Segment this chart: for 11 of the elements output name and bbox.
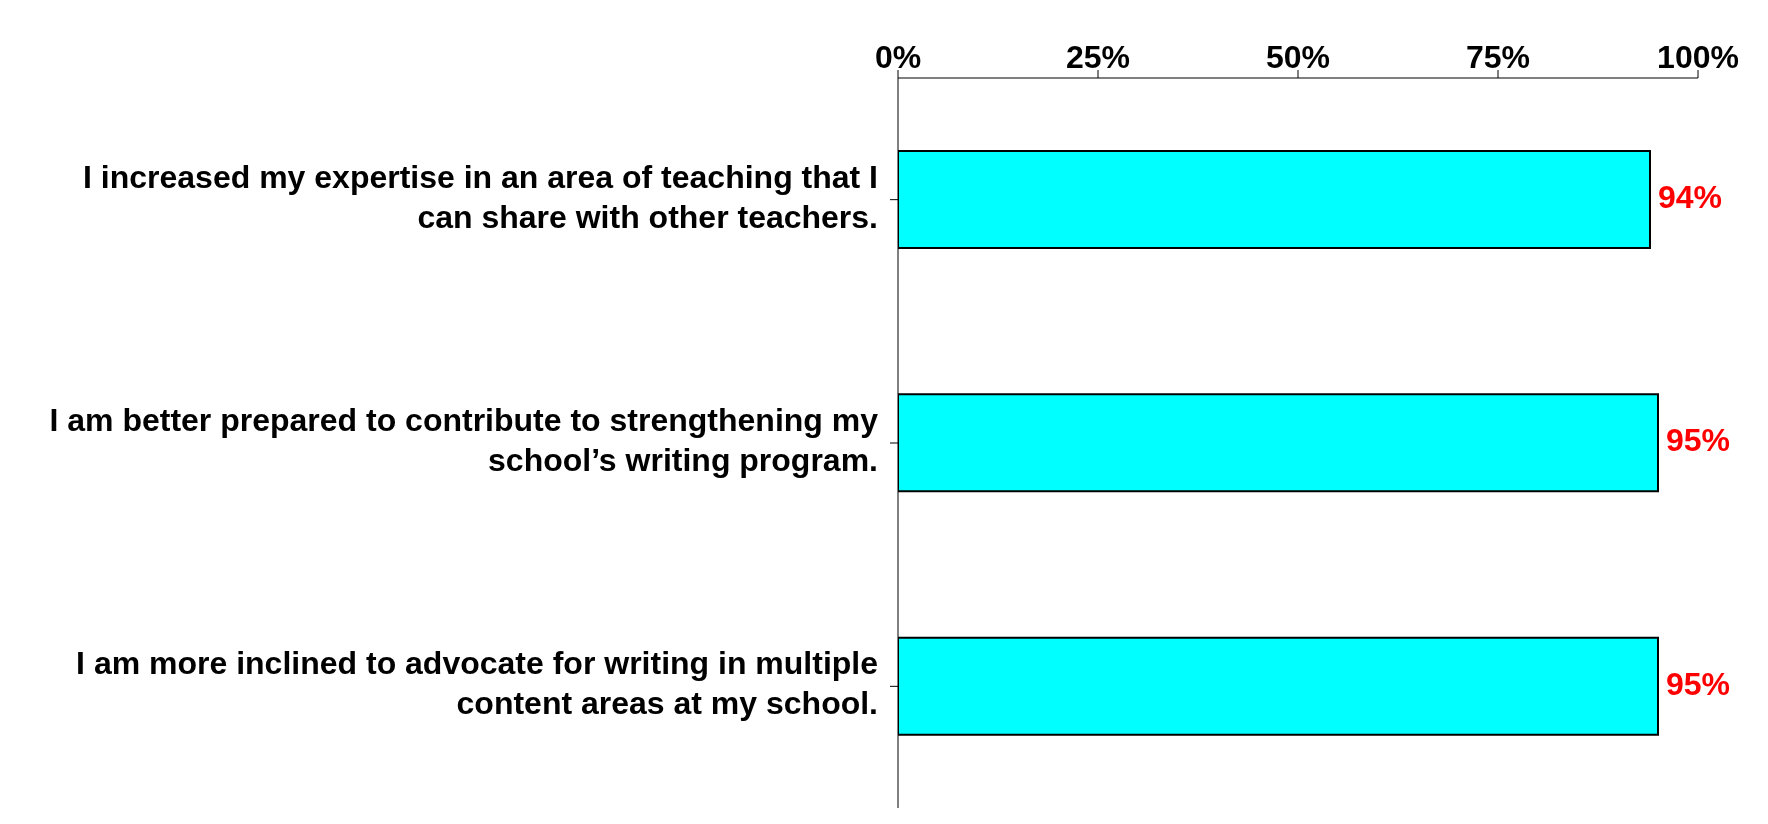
data-label: 94%	[1658, 178, 1723, 215]
data-label: 95%	[1666, 665, 1731, 702]
y-tick-label: I increased my expertise in an area of teaching that I can share with other teachers.	[83, 159, 878, 236]
x-tick-label: 75%	[1465, 39, 1531, 75]
x-tick-label: 25%	[1065, 39, 1131, 75]
x-tick-label: 0%	[874, 39, 922, 75]
y-tick-label: I am better prepared to contribute to strengthening my school’s writing program.	[49, 402, 879, 479]
y-tick-label: I am more inclined to advocate for writing in multiple content areas at my school.	[76, 645, 878, 722]
data-label: 95%	[1666, 422, 1731, 459]
x-tick-label: 50%	[1265, 39, 1331, 75]
x-tick-label: 100%	[1657, 39, 1739, 75]
